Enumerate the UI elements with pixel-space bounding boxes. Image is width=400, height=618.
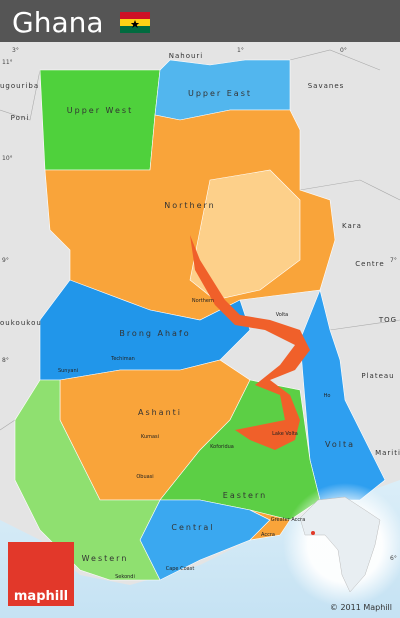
neighbor-label: Centre [355,260,384,268]
coordinate-label: 7° [390,257,397,264]
flag [120,12,150,33]
coordinate-label: 10° [2,155,13,162]
copyright: © 2011 Maphill [330,603,392,612]
city-label: Volta [276,312,289,318]
region-label: Greater Accra [271,517,306,523]
city-label: Techiman [110,356,135,362]
neighbor-label: Plateau [361,372,394,380]
neighbor-label: Savanes [308,82,345,90]
region-label: Brong Ahafo [119,329,190,338]
city-label: Lake Volta [272,431,298,437]
region-label: Eastern [223,491,267,500]
coordinate-label: 0° [340,47,347,54]
africa-inset [299,496,381,593]
city-label: Sunyani [58,368,78,374]
city-label: Ho [324,393,331,399]
region-upper-west [39,69,161,171]
coordinate-label: 6° [390,555,397,562]
region-northern-east [189,169,301,301]
region-label: Upper West [67,106,133,115]
neighbor-label: TOG [378,316,397,324]
region-label: Central [171,523,214,532]
coordinate-label: 3° [12,47,19,54]
city-label: Accra [261,532,275,538]
region-label: Ashanti [138,408,182,417]
region-label: Volta [325,440,355,449]
borders [0,49,400,431]
region-label: Northern [164,201,216,210]
city-label: Cape Coast [166,566,195,572]
region-label: Upper East [188,89,252,98]
region-label: Western [82,554,129,563]
neighbor-label: Bougouriba [0,82,39,90]
city-label: Northern [192,298,214,304]
neighbor-label: Boukoukou [0,319,42,327]
region-greater-accra [249,509,291,541]
neighbor-label: Mariti [375,449,400,457]
coordinate-label: 8° [2,357,9,364]
ghana [14,59,386,581]
inset-marker [311,531,315,535]
logo: maphill [14,589,68,604]
coordinate-label: 1° [237,47,244,54]
title: Ghana [12,6,104,39]
coordinate-label: 11° [2,59,13,66]
region-western [14,379,161,581]
city-label: Koforidua [210,444,234,450]
logo-box [8,542,74,606]
title-bar [0,0,400,42]
coordinate-label: 9° [2,257,9,264]
neighbor-label: Kara [342,222,362,230]
neighbor-label: Nahouri [169,52,204,60]
city-label: Kumasi [141,434,159,440]
neighbor-label: Poni [11,114,30,122]
city-label: Obuasi [136,474,153,480]
city-label: Sekondi [115,574,135,580]
